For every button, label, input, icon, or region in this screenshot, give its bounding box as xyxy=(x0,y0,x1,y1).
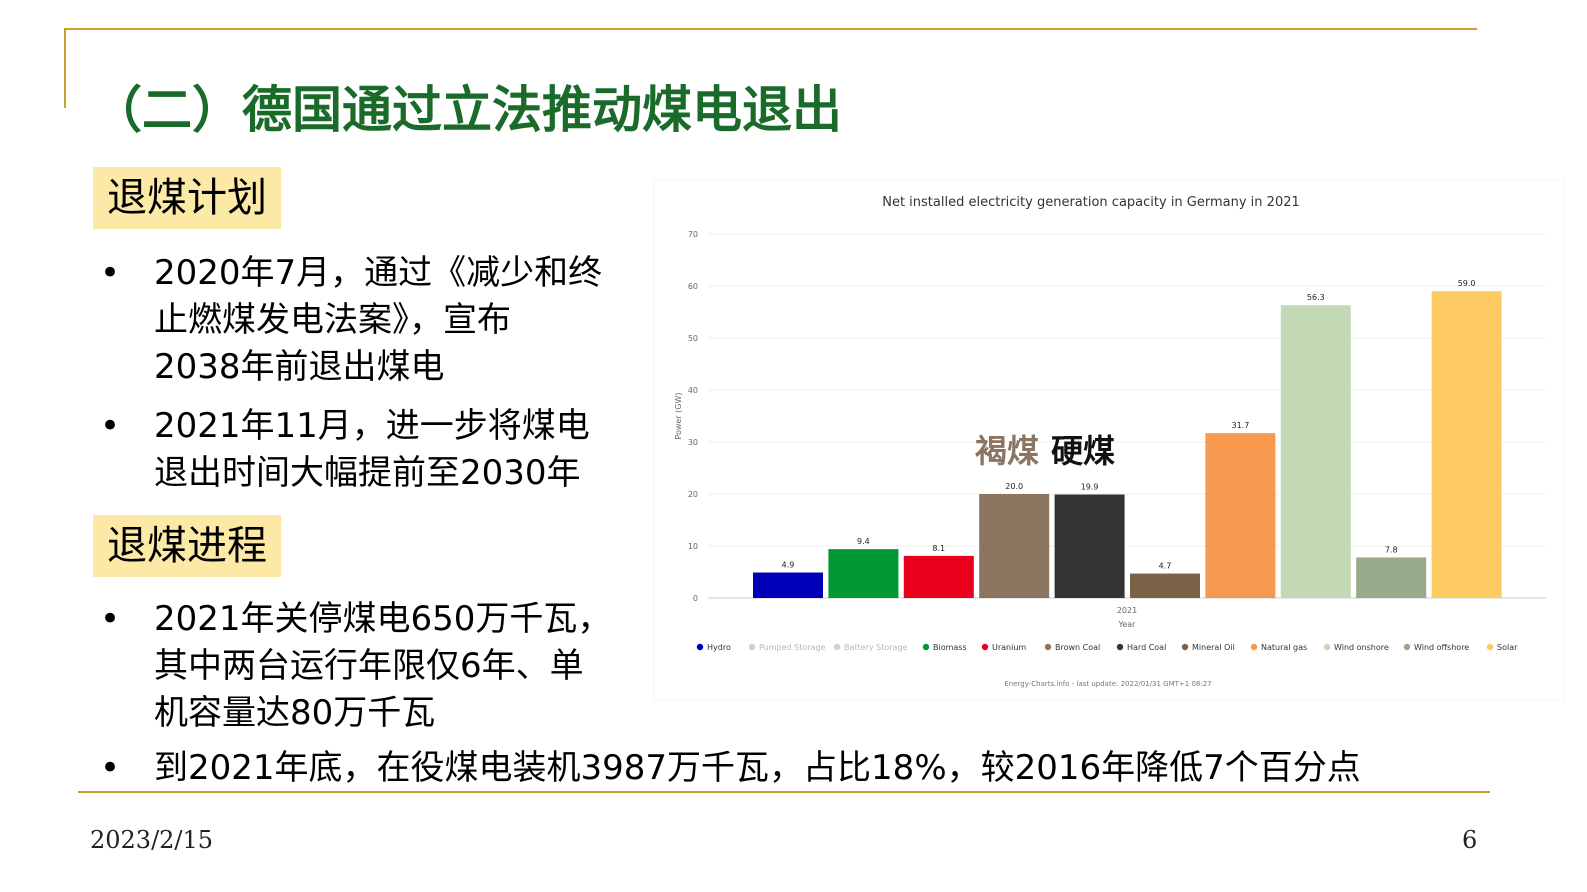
slide-title: （二）德国通过立法推动煤电退出 xyxy=(92,81,842,139)
data-label: 7.8 xyxy=(1385,545,1398,554)
bullet-marker: • xyxy=(100,406,121,446)
data-label: 19.9 xyxy=(1081,483,1099,492)
y-tick-label: 50 xyxy=(688,334,698,343)
legend-marker xyxy=(981,643,989,651)
legend-marker xyxy=(1116,643,1124,651)
legend-item: Hard Coal xyxy=(1127,643,1166,652)
legend-item: Solar xyxy=(1497,643,1518,652)
legend-marker xyxy=(748,643,756,651)
y-tick-label: 30 xyxy=(688,438,698,447)
data-label: 8.1 xyxy=(932,544,945,553)
x-tick-label: 2021 xyxy=(1117,606,1137,615)
section-label-plan: 退煤计划 xyxy=(93,167,281,229)
bullet-text: 2020年7月，通过《减少和终 止燃煤发电法案》，宣布 2038年前退出煤电 xyxy=(154,253,603,387)
legend-marker xyxy=(1044,643,1052,651)
x-axis-label: Year xyxy=(1118,620,1137,629)
legend-marker xyxy=(1323,643,1331,651)
data-label: 59.0 xyxy=(1458,279,1476,288)
annotation-brown-coal: 褐煤 xyxy=(975,432,1039,470)
data-label: 4.9 xyxy=(782,561,795,570)
left-divider xyxy=(64,28,66,108)
legend-item: Wind offshore xyxy=(1414,643,1469,652)
bullet-marker: • xyxy=(100,599,121,639)
legend-item: Wind onshore xyxy=(1334,643,1389,652)
chart-source-note: Energy-Charts.info - last update: 2022/0… xyxy=(1004,680,1211,688)
legend-item: Biomass xyxy=(933,643,967,652)
legend-item: Mineral Oil xyxy=(1192,643,1235,652)
data-label: 31.7 xyxy=(1231,421,1249,430)
chart-title: Net installed electricity generation cap… xyxy=(882,195,1300,210)
section-label-progress: 退煤进程 xyxy=(93,515,281,577)
y-tick-label: 20 xyxy=(688,490,698,499)
bar-natural-gas xyxy=(1205,433,1276,598)
top-divider xyxy=(64,28,1477,30)
legend-marker xyxy=(1181,643,1189,651)
bullet-item: • 2020年7月，通过《减少和终 止燃煤发电法案》，宣布 2038年前退出煤电 xyxy=(100,250,660,391)
bullet-text: 到2021年底，在役煤电装机3987万千瓦，占比18%，较2016年降低7个百分… xyxy=(154,748,1361,788)
bar-hydro xyxy=(753,572,823,598)
data-label: 56.3 xyxy=(1307,293,1325,302)
chart-svg: Net installed electricity generation cap… xyxy=(653,180,1565,700)
data-label: 4.7 xyxy=(1159,562,1172,571)
bullet-marker: • xyxy=(100,748,121,788)
y-tick-label: 10 xyxy=(688,542,698,551)
bar-uranium xyxy=(903,555,974,598)
bar-hard-coal xyxy=(1054,494,1125,598)
bar-mineral-oil xyxy=(1130,573,1200,598)
legend-item: Brown Coal xyxy=(1055,643,1100,652)
annotation-hard-coal: 硬煤 xyxy=(1051,432,1115,470)
bullet-item: • 到2021年底，在役煤电装机3987万千瓦，占比18%，较2016年降低7个… xyxy=(100,745,1500,792)
data-label: 9.4 xyxy=(857,537,870,546)
data-label: 20.0 xyxy=(1005,482,1023,491)
legend-marker xyxy=(922,643,930,651)
chart-background xyxy=(653,180,1565,700)
footer-date: 2023/2/15 xyxy=(90,826,214,854)
y-tick-label: 60 xyxy=(688,282,698,291)
bar-wind-onshore xyxy=(1280,305,1351,598)
bar-solar xyxy=(1431,291,1502,598)
y-axis-label: Power (GW) xyxy=(674,392,683,439)
y-tick-label: 40 xyxy=(688,386,698,395)
bullet-marker: • xyxy=(100,253,121,293)
y-tick-label: 0 xyxy=(693,594,698,603)
y-tick-label: 70 xyxy=(688,230,698,239)
legend-marker xyxy=(1403,643,1411,651)
legend-marker xyxy=(696,643,704,651)
bar-brown-coal xyxy=(979,494,1050,598)
legend-marker xyxy=(1486,643,1494,651)
bar-biomass xyxy=(828,549,899,598)
legend-marker xyxy=(833,643,841,651)
legend-marker xyxy=(1250,643,1258,651)
capacity-chart: Net installed electricity generation cap… xyxy=(653,180,1565,700)
bullet-item: • 2021年11月，进一步将煤电 退出时间大幅提前至2030年 xyxy=(100,403,660,497)
legend-item: Battery Storage xyxy=(844,643,908,652)
page-number: 6 xyxy=(1462,826,1478,854)
bullet-text: 2021年11月，进一步将煤电 退出时间大幅提前至2030年 xyxy=(154,406,590,493)
legend-item: Hydro xyxy=(707,643,731,652)
legend-item: Pumped Storage xyxy=(759,643,826,652)
bullet-text: 2021年关停煤电650万千瓦， 其中两台运行年限仅6年、单 机容量达80万千瓦 xyxy=(154,599,612,733)
bottom-divider xyxy=(78,791,1490,793)
bullet-item: • 2021年关停煤电650万千瓦， 其中两台运行年限仅6年、单 机容量达80万… xyxy=(100,596,660,737)
legend-item: Natural gas xyxy=(1261,643,1307,652)
bar-wind-offshore xyxy=(1356,557,1427,598)
legend-item: Uranium xyxy=(992,643,1026,652)
